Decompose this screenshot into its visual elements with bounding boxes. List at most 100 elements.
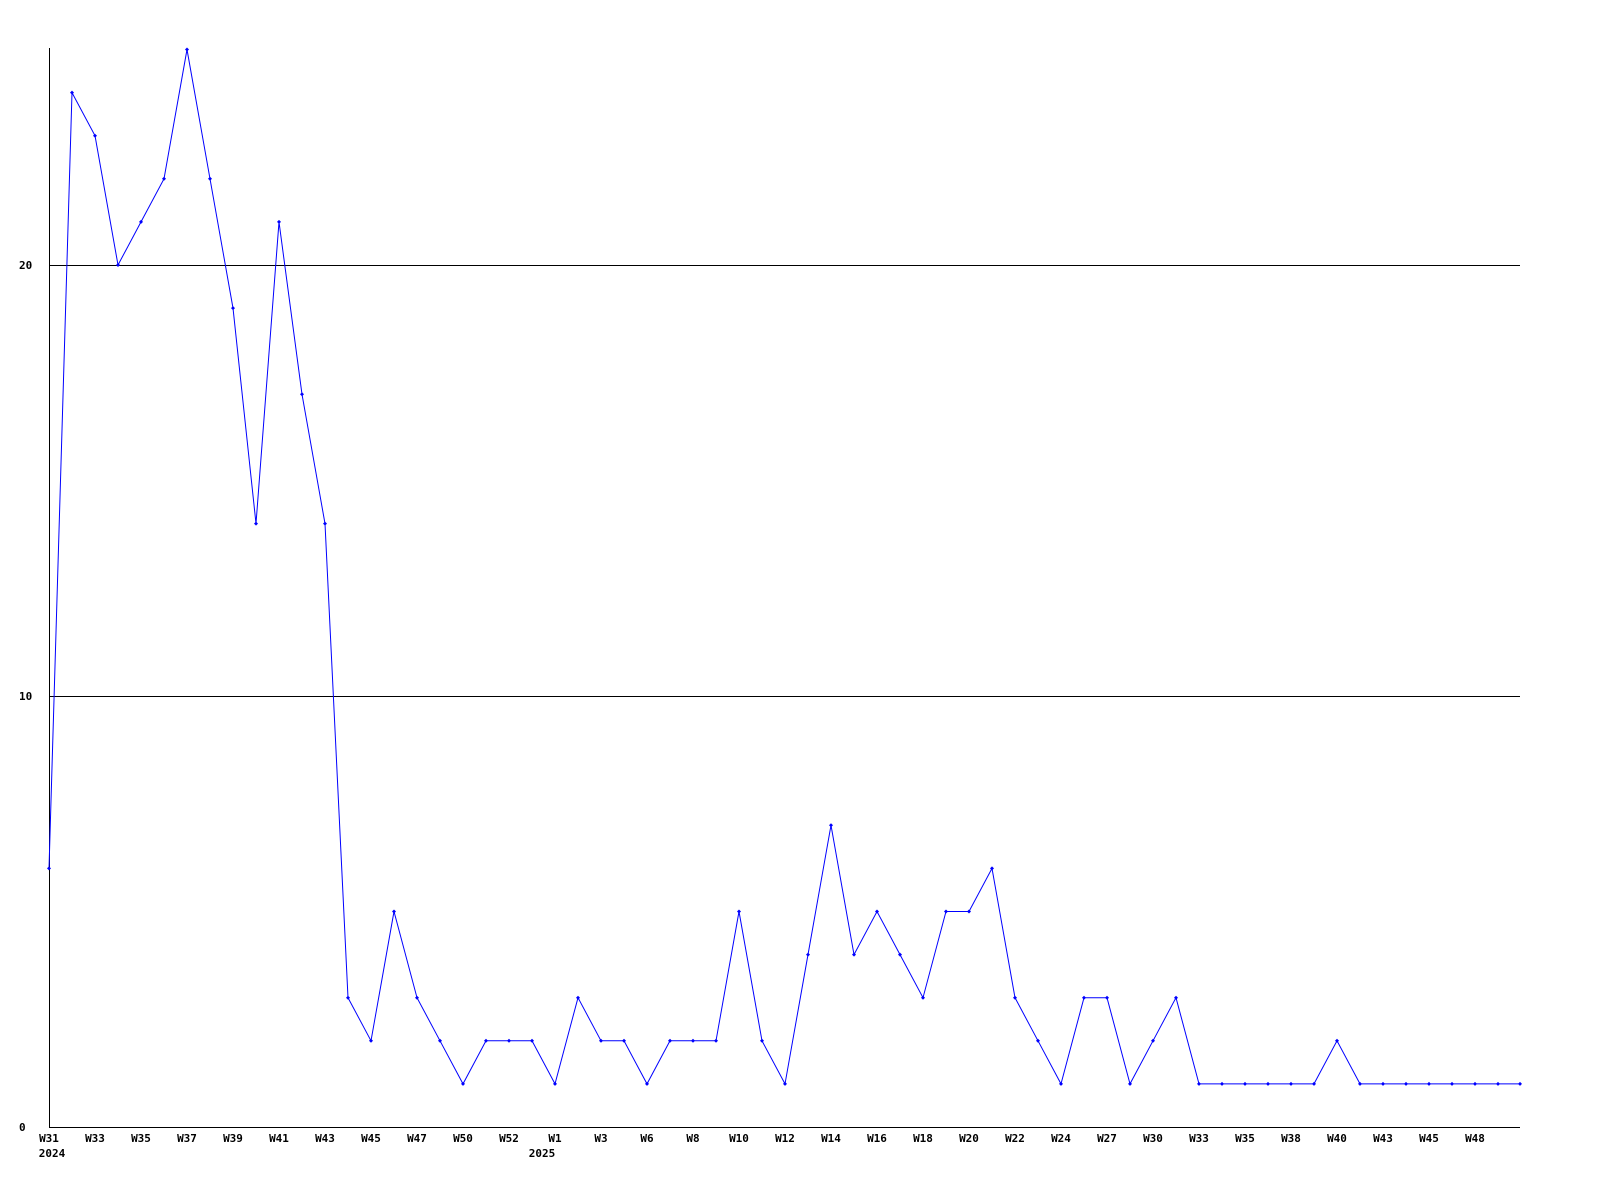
data-point [737, 909, 741, 914]
data-point [1128, 1081, 1132, 1086]
data-point [1174, 995, 1178, 1000]
data-point [553, 1081, 557, 1086]
data-point [898, 952, 902, 957]
data-point [47, 866, 51, 871]
data-point [1197, 1081, 1201, 1086]
x-tick-label: W47 [407, 1132, 427, 1145]
data-point [944, 909, 948, 914]
x-tick-label: W52 [499, 1132, 519, 1145]
data-point [1358, 1081, 1362, 1086]
x-tick-label: W14 [821, 1132, 841, 1145]
data-point [576, 995, 580, 1000]
data-point [599, 1038, 603, 1043]
x-tick-label: W12 [775, 1132, 795, 1145]
y-tick-label: 0 [19, 1121, 26, 1134]
data-point [760, 1038, 764, 1043]
x-tick-label: W45 [1419, 1132, 1439, 1145]
data-point [967, 909, 971, 914]
x-tick-label: W45 [361, 1132, 381, 1145]
data-point [990, 866, 994, 871]
x-tick-label: W50 [453, 1132, 473, 1145]
data-point [1312, 1081, 1316, 1086]
x-tick-label: W8 [686, 1132, 699, 1145]
x-tick-label: W24 [1051, 1132, 1071, 1145]
x-tick-label: W48 [1465, 1132, 1485, 1145]
data-point [208, 176, 212, 181]
x-tick-label: W35 [1235, 1132, 1255, 1145]
y-tick-labels: 0 10 20 [19, 259, 32, 1134]
x-tick-label: W33 [85, 1132, 105, 1145]
x-tick-label: W18 [913, 1132, 933, 1145]
data-point [691, 1038, 695, 1043]
data-point [438, 1038, 442, 1043]
x-tick-label: W38 [1281, 1132, 1301, 1145]
x-tick-label: W16 [867, 1132, 887, 1145]
data-point [645, 1081, 649, 1086]
data-point [1427, 1081, 1431, 1086]
data-point [1243, 1081, 1247, 1086]
data-point [1059, 1081, 1063, 1086]
data-point [1496, 1081, 1500, 1086]
data-point [1404, 1081, 1408, 1086]
data-point [829, 823, 833, 828]
data-point [1266, 1081, 1270, 1086]
x-tick-label: W20 [959, 1132, 979, 1145]
x-tick-label: W37 [177, 1132, 197, 1145]
data-point [139, 219, 143, 224]
series-line-path [48, 49, 1520, 1086]
x-tick-label: W1 [548, 1132, 562, 1145]
data-point [1289, 1081, 1293, 1086]
data-point [1220, 1081, 1224, 1086]
x-tick-label: W10 [729, 1132, 749, 1145]
x-tick-label: W39 [223, 1132, 243, 1145]
data-point [323, 521, 327, 526]
x-tick-labels: W31 W33 W35 W37 W39 W41 W43 W45 W47 W50 W52 W1 W3 W6 W… [39, 1132, 1485, 1160]
y-tick-label: 20 [19, 259, 32, 272]
data-point [875, 909, 879, 914]
x-tick-label: W27 [1097, 1132, 1117, 1145]
data-point [1105, 995, 1109, 1000]
gridlines [49, 265, 1520, 697]
data-point [277, 219, 281, 224]
data-point [231, 306, 235, 311]
data-point [668, 1038, 672, 1043]
data-point [346, 995, 350, 1000]
x-tick-label: W30 [1143, 1132, 1163, 1145]
data-point [93, 133, 97, 138]
data-point [162, 176, 166, 181]
x-tick-label: W41 [269, 1132, 289, 1145]
series-line [47, 47, 1522, 1086]
data-point [1473, 1081, 1477, 1086]
data-point [1450, 1081, 1454, 1086]
data-point [116, 263, 120, 267]
data-point [507, 1038, 511, 1043]
data-point [1335, 1038, 1339, 1043]
data-point [622, 1038, 626, 1043]
data-point [415, 995, 419, 1000]
year-label: 2024 [39, 1147, 66, 1160]
data-point [783, 1081, 787, 1086]
data-point [369, 1038, 373, 1043]
data-point [1381, 1081, 1385, 1086]
data-point [714, 1038, 718, 1043]
x-tick-label: W6 [640, 1132, 654, 1145]
x-tick-label: W3 [594, 1132, 607, 1145]
x-tick-label: W43 [315, 1132, 335, 1145]
data-point [806, 952, 810, 957]
data-point [484, 1038, 488, 1043]
year-label: 2025 [529, 1147, 556, 1160]
data-point [1082, 995, 1086, 1000]
data-point [921, 995, 925, 1000]
data-point [392, 909, 396, 914]
data-point [70, 90, 74, 95]
data-point [461, 1081, 465, 1086]
data-point [185, 47, 189, 52]
data-point [1518, 1081, 1522, 1086]
x-tick-label: W35 [131, 1132, 151, 1145]
axes [49, 48, 1520, 1128]
data-point [1151, 1038, 1155, 1043]
x-tick-label: W40 [1327, 1132, 1347, 1145]
data-point [1013, 995, 1017, 1000]
data-point [254, 521, 258, 526]
